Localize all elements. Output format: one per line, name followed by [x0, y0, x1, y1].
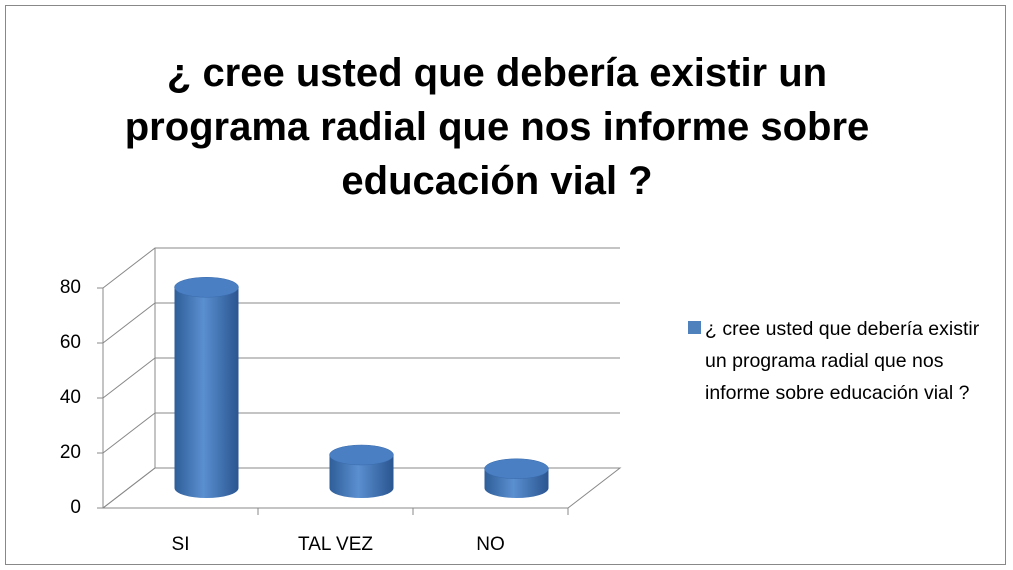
y-tick-label: 40	[60, 387, 81, 408]
bar	[174, 287, 239, 498]
x-tick-label: TAL VEZ	[298, 534, 373, 555]
grid-line	[102, 247, 620, 289]
bar-top	[484, 458, 549, 479]
y-tick-label: 60	[60, 332, 81, 353]
x-tick-label: NO	[476, 534, 505, 555]
bar-top	[329, 444, 394, 466]
legend-swatch	[688, 321, 701, 334]
legend: ¿ cree usted que debería existir un prog…	[688, 313, 988, 409]
y-tick-label: 0	[70, 497, 81, 518]
grid-line	[102, 357, 620, 399]
y-tick-label: 20	[60, 442, 81, 463]
x-tick-label: SI	[172, 534, 190, 555]
grid-line	[102, 302, 620, 344]
y-tick-label: 80	[60, 277, 81, 298]
bar	[329, 455, 394, 498]
grid-line	[102, 412, 620, 454]
chart-title: ¿ cree usted que debería existir un prog…	[124, 51, 870, 203]
chart-frame	[5, 5, 1006, 565]
bar-top	[174, 277, 239, 298]
legend-label: ¿ cree usted que debería existir un prog…	[705, 318, 980, 404]
grid-line	[102, 467, 620, 509]
